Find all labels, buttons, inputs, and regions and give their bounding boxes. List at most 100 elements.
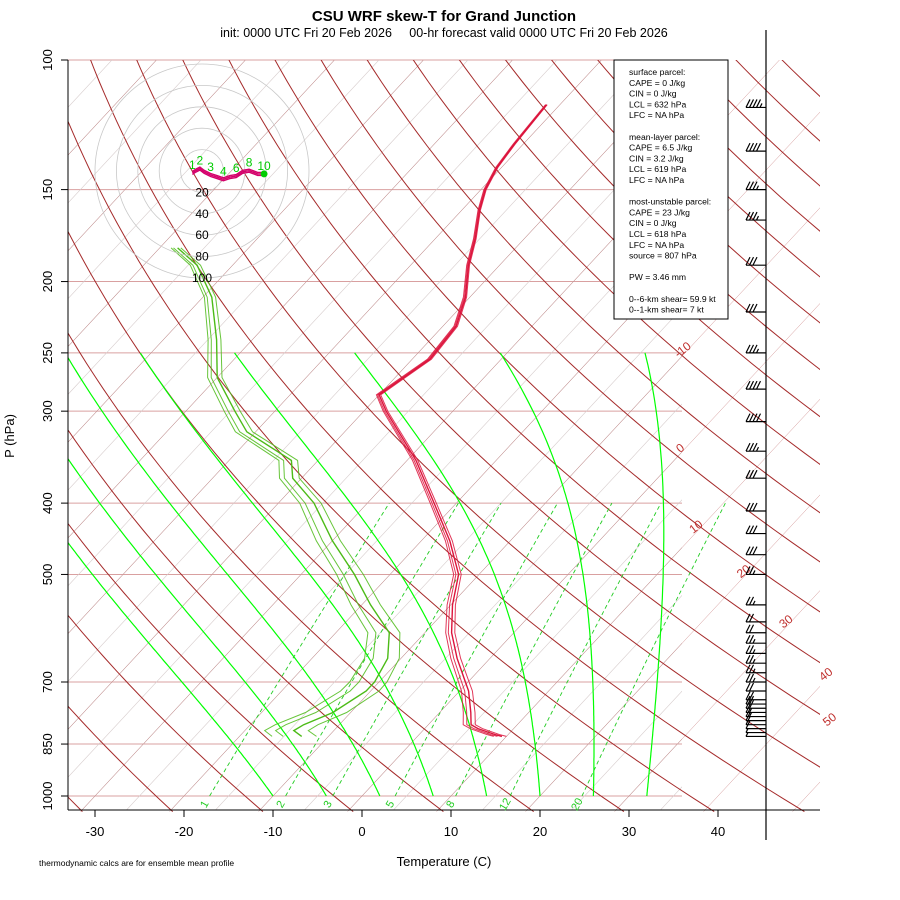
mixing-ratio-line: [394, 502, 558, 797]
wind-barb: [745, 502, 766, 512]
x-tick-label: 10: [444, 824, 458, 839]
hodograph-ring: [94, 63, 310, 279]
skew-grid-line: [304, 403, 682, 810]
y-axis-ticks: 100 150 200 250 300 400 500 700 850 1000: [40, 49, 68, 810]
hodograph-height-label: 6: [233, 161, 240, 175]
wind-barb: [745, 566, 766, 576]
dry-adiabat: [504, 60, 820, 371]
skew-grid-line: [68, 60, 380, 395]
mixing-ratio-label: 1: [198, 799, 211, 810]
mixing-ratio-label: 3: [321, 799, 334, 810]
wind-barb: [745, 442, 766, 452]
hodograph-height-label: 3: [207, 160, 214, 174]
hodograph-height-label: 4: [220, 164, 227, 178]
isotherm: [258, 207, 820, 812]
wind-barb: [745, 211, 766, 221]
y-axis-label: P (hPa): [2, 414, 17, 458]
hodograph-ring-label: 100: [192, 271, 212, 285]
skew-grid-line: [393, 499, 682, 810]
dry-adiabat: [781, 60, 820, 98]
wind-barb: [745, 546, 766, 556]
x-tick-label: -10: [264, 824, 283, 839]
mixing-ratio-line: [509, 502, 662, 797]
wind-barb: [745, 303, 766, 313]
hodograph-ring-label: 60: [195, 228, 209, 242]
skew-grid-line: [68, 60, 647, 682]
moist-adiabat: [68, 457, 327, 797]
mixing-ratio-line: [209, 502, 390, 797]
wind-barb: [745, 181, 766, 191]
dry-adiabat: [90, 60, 805, 812]
isotherm: [68, 60, 691, 730]
y-tick-label: 100: [40, 49, 55, 71]
moist-adiabat: [234, 352, 488, 797]
wind-barb: [745, 344, 766, 354]
wind-barb: [745, 654, 766, 664]
wind-barb: [745, 469, 766, 479]
hodograph-end-marker: [260, 170, 268, 178]
dry-adiabat: [689, 60, 820, 187]
dry-adiabat-lines: [68, 60, 820, 812]
isotherm-label: 0: [673, 440, 687, 455]
wind-barb: [745, 664, 766, 674]
hodograph: 20 40 60 80 100 1 2 3 4 6 8 10: [94, 63, 310, 285]
hodograph-ring-label: 80: [195, 250, 209, 264]
wind-barb: [745, 673, 766, 683]
dry-adiabat: [68, 120, 715, 812]
y-tick-label: 250: [40, 342, 55, 364]
info-box-line: CAPE = 23 J/kg: [629, 207, 690, 217]
background-grid: [68, 59, 682, 797]
y-tick-label: 400: [40, 492, 55, 514]
dry-adiabat: [68, 705, 174, 812]
info-box-line: LCL = 618 hPa: [629, 229, 686, 239]
skew-grid-line: [68, 60, 469, 491]
x-tick-label: 30: [622, 824, 636, 839]
dry-adiabat: [412, 60, 820, 466]
skew-grid-line: [704, 44, 900, 812]
info-box-line: LFC = NA hPa: [629, 175, 684, 185]
hodograph-ring-label: 40: [195, 207, 209, 221]
info-box-line: surface parcel:: [629, 67, 685, 77]
wind-barb: [745, 99, 766, 109]
x-tick-label: -20: [175, 824, 194, 839]
hodograph-height-label: 1: [189, 158, 196, 172]
skew-grid-line: [126, 212, 682, 810]
hodograph-trace: [192, 166, 265, 179]
dry-adiabat: [366, 60, 820, 514]
y-tick-label: 850: [40, 733, 55, 755]
dry-adiabat: [68, 614, 264, 812]
info-box-line: LCL = 619 hPa: [629, 164, 686, 174]
hodograph-ring: [137, 106, 267, 236]
hodograph-ring: [116, 85, 288, 257]
temperature-profile: [378, 104, 548, 738]
moist-adiabat-lines: [68, 352, 665, 797]
mixing-ratio-label: 2: [274, 799, 287, 810]
y-tick-label: 500: [40, 564, 55, 586]
sounding-profiles: [170, 104, 548, 738]
x-tick-label: 40: [711, 824, 725, 839]
dry-adiabat: [274, 60, 820, 613]
dry-adiabat: [320, 60, 820, 563]
info-box-frame: [613, 59, 729, 320]
skew-grid-line: [482, 595, 682, 810]
info-box-line: LFC = NA hPa: [629, 240, 684, 250]
dewpoint-profile: [177, 247, 391, 737]
moist-adiabat: [354, 352, 541, 797]
skew-grid-line: [882, 44, 900, 812]
isotherm-label: 40: [816, 664, 835, 683]
skew-grid-line: [68, 60, 558, 587]
skew-grid-line: [68, 60, 157, 156]
chart-subtitle: init: 0000 UTC Fri 20 Feb 2026 00-hr for…: [220, 26, 667, 40]
skew-grid-line: [68, 60, 113, 108]
dewpoint-profile: [173, 247, 377, 737]
x-axis-ticks: -30 -20 -10 0 10 20 30 40: [86, 810, 725, 839]
mixing-ratio-line: [455, 502, 613, 797]
info-box-line: CIN = 3.2 J/kg: [629, 153, 684, 163]
isotherm: [614, 590, 820, 812]
wind-barb: [745, 413, 766, 423]
wind-barb: [745, 256, 766, 266]
skew-grid-line: [68, 60, 291, 300]
